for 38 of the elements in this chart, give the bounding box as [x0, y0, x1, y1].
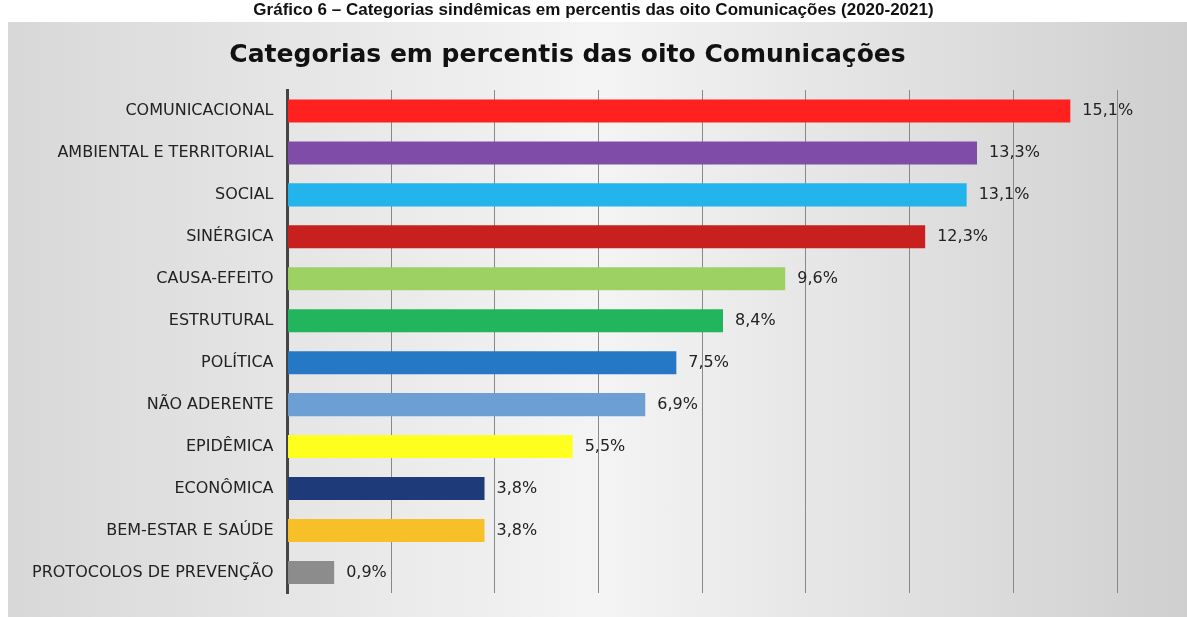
- data-label: 3,8%: [496, 519, 538, 539]
- data-label: 5,5%: [584, 435, 626, 455]
- bar: [288, 267, 786, 291]
- y-tick-label: ECONÔMICA: [174, 477, 274, 497]
- data-label: 13,3%: [989, 142, 1040, 162]
- y-tick-label: ESTRUTURAL: [168, 309, 274, 329]
- data-label: 0,9%: [346, 561, 387, 581]
- y-tick-label: SINÉRGICA: [186, 225, 274, 245]
- y-tick-label: POLÍTICA: [201, 351, 274, 371]
- bar: [288, 476, 485, 501]
- bar: [288, 560, 335, 584]
- data-label: 7,5%: [688, 351, 729, 371]
- y-tick-label: NÃO ADERENTE: [146, 393, 274, 413]
- bar: [288, 141, 978, 165]
- y-tick-label: PROTOCOLOS DE PREVENÇÃO: [32, 561, 274, 581]
- y-tick-label: BEM-ESTAR E SAÚDE: [106, 519, 274, 539]
- y-tick-label: CAUSA-EFEITO: [156, 267, 274, 287]
- bar: [288, 225, 926, 249]
- bar: [288, 309, 723, 333]
- bar: [288, 435, 573, 459]
- bar: [288, 183, 967, 207]
- data-label: 3,8%: [496, 477, 538, 497]
- bar: [288, 351, 677, 375]
- data-label: 8,4%: [734, 309, 776, 329]
- data-label: 13,1%: [978, 184, 1030, 204]
- chart-title: Categorias em percentis das oito Comunicações: [229, 38, 906, 68]
- bar: [288, 518, 485, 543]
- data-label: 6,9%: [657, 393, 698, 413]
- y-tick-label: COMUNICACIONAL: [125, 100, 274, 120]
- text: Gráfico 6 – Categorias sindêmicas em percentis das oito Comunicações (2020-2021): [252, 0, 935, 20]
- bar: [288, 99, 1071, 123]
- y-tick-label: AMBIENTAL E TERRITORIAL: [57, 142, 274, 162]
- y-tick-label: EPIDÊMICA: [185, 435, 274, 455]
- data-label: 12,3%: [937, 225, 989, 245]
- data-label: 15,1%: [1082, 100, 1134, 120]
- bar: [288, 393, 646, 417]
- data-label: 9,6%: [797, 267, 838, 287]
- y-tick-label: SOCIAL: [215, 184, 274, 204]
